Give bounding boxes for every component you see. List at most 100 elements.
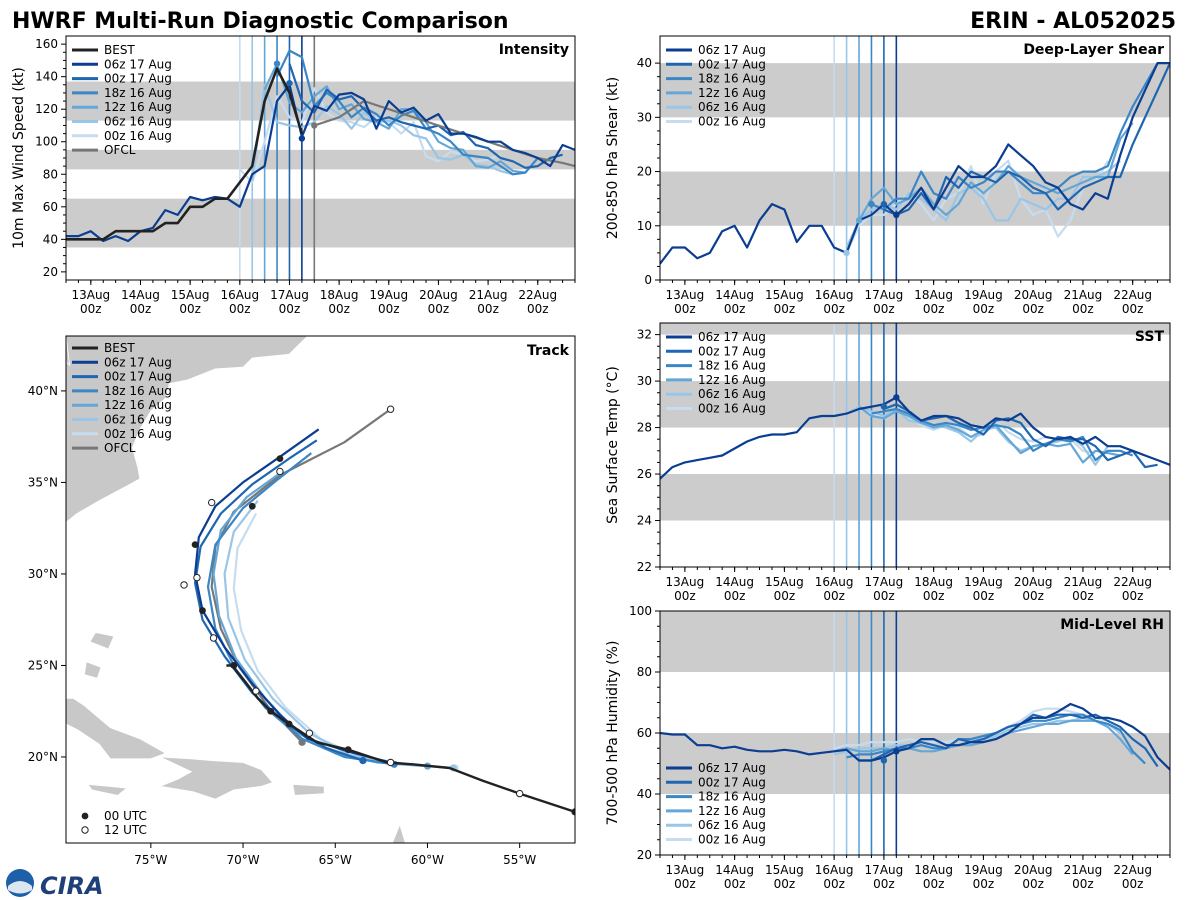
x-tick-label-day: 19Aug	[964, 863, 1003, 877]
track-line-06z-16-aug	[223, 500, 454, 770]
x-tick-label-day: 19Aug	[369, 288, 408, 302]
cira-logo: CIRA	[6, 869, 104, 900]
track-start-best	[571, 808, 575, 816]
legend-label-06z-17-aug: 06z 17 Aug	[698, 43, 766, 57]
legend-label-best: BEST	[104, 341, 135, 355]
x-tick-label-day: 18Aug	[914, 575, 953, 589]
x-tick-label-hour: 00z	[923, 302, 945, 316]
lon-tick-label: 70°W	[226, 853, 259, 867]
x-tick-label-day: 22Aug	[1113, 575, 1152, 589]
x-tick-label-day: 15Aug	[765, 863, 804, 877]
x-tick-label-hour: 00z	[1072, 877, 1094, 891]
x-tick-label-hour: 00z	[279, 302, 301, 316]
panel-title: Intensity	[499, 42, 569, 58]
series-line-00z-16-aug	[239, 86, 501, 184]
x-tick-label-hour: 00z	[923, 589, 945, 603]
x-tick-label-hour: 00z	[724, 589, 746, 603]
legend-label-12z-16-aug: 12z 16 Aug	[104, 398, 172, 412]
panel-title: Mid-Level RH	[1060, 617, 1164, 633]
legend-marker-12utc	[81, 826, 89, 834]
legend-marker-00utc	[81, 812, 89, 820]
threshold-band	[66, 149, 575, 170]
legend-label-00z-16-aug: 00z 16 Aug	[104, 129, 172, 143]
series-line-best	[66, 67, 304, 241]
y-tick-label: 40	[637, 787, 652, 801]
hispaniola-land	[158, 756, 274, 800]
lon-tick-label: 60°W	[411, 853, 444, 867]
lon-tick-label: 65°W	[319, 853, 352, 867]
lat-tick-label: 35°N	[28, 475, 58, 489]
cuba-land	[66, 698, 167, 760]
threshold-band	[660, 474, 1170, 521]
x-tick-label-day: 13Aug	[71, 288, 110, 302]
threshold-band	[660, 611, 1170, 672]
y-tick-label: 140	[35, 70, 58, 84]
x-tick-label-day: 16Aug	[815, 575, 854, 589]
track-point-12utc	[276, 467, 284, 476]
jamaica-land	[87, 783, 128, 796]
legend-label-00z-17-aug: 00z 17 Aug	[104, 72, 172, 86]
x-tick-label-hour: 00z	[1122, 589, 1144, 603]
track-line-18z-16-aug	[206, 452, 395, 766]
track-point-00utc	[199, 607, 206, 614]
y-tick-label: 30	[637, 374, 652, 388]
x-tick-label-hour: 00z	[823, 877, 845, 891]
legend-label-12z-16-aug: 12z 16 Aug	[698, 804, 766, 818]
init-marker-00z-17-aug	[286, 79, 293, 87]
y-tick-label: 80	[43, 167, 58, 181]
map-frame	[65, 335, 576, 844]
y-tick-label: 40	[637, 56, 652, 70]
panel-title: Track	[527, 343, 570, 359]
track-point-12utc	[180, 581, 188, 589]
y-tick-label: 22	[637, 560, 652, 574]
legend-label-00z-17-aug: 00z 17 Aug	[698, 344, 766, 358]
track-point-12utc	[207, 498, 216, 507]
y-tick-label: 120	[35, 102, 58, 116]
storm-id-title: ERIN - AL052025	[970, 9, 1176, 34]
x-tick-label-hour: 00z	[774, 877, 796, 891]
x-tick-label-day: 13Aug	[666, 863, 705, 877]
x-tick-label-hour: 00z	[378, 302, 400, 316]
x-tick-label-hour: 00z	[1072, 589, 1094, 603]
plot-frame	[659, 322, 1171, 568]
x-tick-label-hour: 00z	[328, 302, 350, 316]
legend-label-18z-16-aug: 18z 16 Aug	[104, 384, 172, 398]
series-line-00z-17-aug	[859, 713, 1159, 768]
legend-label-00z-17-aug: 00z 17 Aug	[698, 775, 766, 789]
legend-label-best: BEST	[104, 43, 135, 57]
panel-title: Deep-Layer Shear	[1023, 42, 1164, 58]
track-point-12utc	[386, 758, 395, 767]
figure-title: HWRF Multi-Run Diagnostic Comparison	[12, 9, 509, 34]
y-tick-label: 10	[637, 219, 652, 233]
x-tick-label-hour: 00z	[973, 589, 995, 603]
x-tick-label-hour: 00z	[1022, 877, 1044, 891]
sst-panel: 22242628303213Aug00z14Aug00z15Aug00z16Au…	[605, 322, 1171, 603]
puerto-rico-land	[292, 783, 325, 796]
x-tick-label-hour: 00z	[527, 302, 549, 316]
threshold-band	[660, 323, 1170, 335]
y-tick-label: 100	[35, 135, 58, 149]
legend-label-18z-16-aug: 18z 16 Aug	[698, 790, 766, 804]
x-tick-label-day: 18Aug	[914, 863, 953, 877]
y-tick-label: 20	[43, 265, 58, 279]
y-tick-label: 100	[629, 604, 652, 618]
x-tick-label-day: 17Aug	[865, 863, 904, 877]
x-tick-label-day: 21Aug	[1064, 863, 1103, 877]
x-tick-label-hour: 00z	[428, 302, 450, 316]
x-tick-label-day: 20Aug	[419, 288, 458, 302]
y-tick-label: 32	[637, 328, 652, 342]
lat-tick-label: 25°N	[28, 658, 58, 672]
legend-label-00z-16-aug: 00z 16 Aug	[104, 427, 172, 441]
y-tick-label: 0	[644, 273, 652, 287]
x-tick-label-day: 21Aug	[1064, 575, 1103, 589]
x-tick-label-day: 17Aug	[865, 288, 904, 302]
x-tick-label-hour: 00z	[477, 302, 499, 316]
legend-label-00z-16-aug: 00z 16 Aug	[698, 833, 766, 847]
shear-panel: 01020304013Aug00z14Aug00z15Aug00z16Aug00…	[605, 35, 1171, 316]
x-tick-label-day: 15Aug	[171, 288, 210, 302]
track-point-00utc	[248, 502, 256, 510]
x-tick-label-day: 16Aug	[815, 288, 854, 302]
init-marker-18z-16-aug	[868, 200, 875, 208]
y-axis-label: 10m Max Wind Speed (kt)	[11, 67, 27, 249]
